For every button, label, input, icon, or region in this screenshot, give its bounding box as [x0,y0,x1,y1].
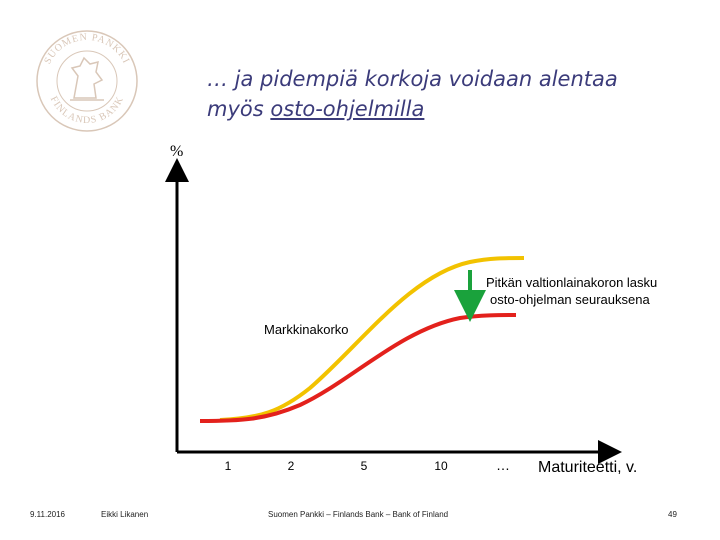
annotation-note-line-2: osto-ohjelman seurauksena [490,292,650,307]
bank-seal-icon: SUOMEN PANKKI FINLANDS BANK [36,30,138,132]
y-axis-label: % [170,143,183,160]
slide-title: … ja pidempiä korkoja voidaan alentaa my… [207,64,618,124]
title-line-2: myös osto-ohjelmilla [207,94,618,124]
series-line-yellow [219,256,525,422]
footer-organization: Suomen Pankki – Finlands Bank – Bank of … [268,510,449,519]
x-tick-label: 10 [434,459,448,473]
title-underlined-phrase: osto-ohjelmilla [270,97,425,121]
series-line-red [199,313,517,423]
x-tick-label: 5 [361,459,368,473]
annotation-market-rate: Markkinakorko [264,322,349,337]
x-tick-label: … [496,457,510,473]
title-line-1: … ja pidempiä korkoja voidaan alentaa [207,67,618,91]
footer-date: 9.11.2016 [30,510,65,519]
x-tick-label: 1 [225,459,232,473]
footer-page-number: 49 [668,510,677,519]
title-line-2-prefix: myös [207,97,271,121]
x-axis-label: Maturiteetti, v. [538,459,637,476]
bank-logo: SUOMEN PANKKI FINLANDS BANK [32,26,142,136]
footer-author: Eikki Likanen [101,510,149,519]
x-tick-label: 2 [288,459,295,473]
annotation-note-line-1: Pitkän valtionlainakoron lasku [486,275,657,290]
